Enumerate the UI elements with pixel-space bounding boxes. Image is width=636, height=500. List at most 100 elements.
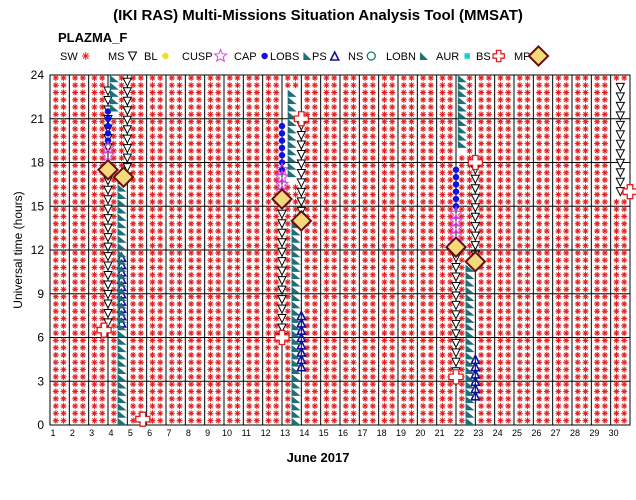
sw-mark bbox=[478, 74, 485, 81]
sw-mark bbox=[188, 264, 195, 271]
sw-mark bbox=[524, 395, 531, 402]
sw-mark bbox=[594, 286, 601, 293]
sw-mark bbox=[420, 417, 427, 424]
sw-mark bbox=[601, 96, 608, 103]
sw-mark bbox=[253, 242, 260, 249]
cap-mark bbox=[278, 137, 286, 144]
sw-mark bbox=[157, 220, 164, 227]
sw-mark bbox=[439, 373, 446, 380]
sw-mark bbox=[563, 330, 570, 337]
sw-mark bbox=[215, 198, 222, 205]
sw-mark bbox=[420, 330, 427, 337]
sw-mark bbox=[157, 249, 164, 256]
y-tick-label: 0 bbox=[37, 418, 44, 432]
sw-mark bbox=[188, 359, 195, 366]
sw-mark bbox=[118, 96, 125, 103]
sw-mark bbox=[60, 184, 67, 191]
sw-mark bbox=[497, 352, 504, 358]
sw-mark bbox=[130, 242, 137, 249]
sw-mark bbox=[516, 133, 523, 140]
sw-mark bbox=[516, 330, 523, 337]
sw-mark bbox=[563, 104, 570, 111]
sw-mark bbox=[601, 242, 608, 249]
sw-mark bbox=[176, 366, 183, 373]
sw-mark bbox=[99, 344, 106, 351]
sw-mark bbox=[60, 352, 67, 358]
sw-mark bbox=[176, 395, 183, 402]
x-axis-label: June 2017 bbox=[287, 450, 350, 465]
sw-mark bbox=[157, 96, 164, 103]
sw-mark bbox=[176, 111, 183, 118]
sw-mark bbox=[323, 308, 330, 315]
sw-mark bbox=[420, 82, 427, 89]
sw-mark bbox=[215, 330, 222, 337]
sw-mark bbox=[79, 104, 86, 111]
sw-mark bbox=[157, 417, 164, 424]
legend: SW MS BL CUSP CAP LOBS PS NS LOBN AUR BS MP bbox=[60, 44, 550, 68]
sw-mark bbox=[195, 279, 202, 286]
sw-mark bbox=[137, 125, 144, 132]
sw-mark bbox=[466, 89, 473, 96]
sw-mark bbox=[91, 395, 98, 402]
sw-mark bbox=[466, 74, 473, 81]
sw-mark bbox=[188, 89, 195, 96]
sw-mark bbox=[574, 198, 581, 205]
sw-mark bbox=[613, 286, 620, 293]
sw-mark bbox=[195, 133, 202, 140]
sw-mark bbox=[478, 308, 485, 315]
sw-mark bbox=[350, 286, 357, 293]
sw-mark bbox=[574, 125, 581, 132]
sw-mark bbox=[176, 213, 183, 220]
sw-mark bbox=[91, 162, 98, 169]
sw-mark bbox=[60, 111, 67, 118]
sw-mark bbox=[176, 417, 183, 424]
sw-mark bbox=[536, 308, 543, 315]
sw-mark bbox=[91, 388, 98, 395]
sw-mark bbox=[91, 279, 98, 286]
sw-mark bbox=[149, 366, 156, 373]
sw-mark bbox=[195, 366, 202, 373]
sw-mark bbox=[99, 395, 106, 402]
sw-mark bbox=[72, 104, 79, 111]
sw-mark bbox=[79, 330, 86, 337]
sw-mark bbox=[60, 228, 67, 235]
sw-mark bbox=[188, 286, 195, 293]
sw-mark bbox=[60, 395, 67, 402]
sw-mark bbox=[543, 111, 550, 118]
sw-mark bbox=[72, 235, 79, 242]
sw-mark bbox=[594, 89, 601, 96]
sw-mark bbox=[91, 293, 98, 300]
sw-mark bbox=[350, 352, 357, 358]
sw-mark bbox=[613, 264, 620, 271]
sw-mark bbox=[265, 264, 272, 271]
sw-mark bbox=[594, 177, 601, 183]
sw-mark bbox=[215, 308, 222, 315]
sw-mark bbox=[563, 417, 570, 424]
sw-mark bbox=[79, 228, 86, 235]
sw-mark bbox=[524, 177, 531, 183]
chart-title: (IKI RAS) Multi-Missions Situation Analy… bbox=[113, 7, 523, 24]
sw-mark bbox=[52, 228, 59, 235]
y-tick-label: 9 bbox=[37, 287, 44, 301]
sw-mark bbox=[485, 264, 492, 271]
sw-mark bbox=[99, 381, 106, 388]
sw-mark bbox=[207, 381, 214, 388]
sw-mark bbox=[582, 133, 589, 140]
sw-mark bbox=[110, 242, 117, 249]
sw-mark bbox=[601, 395, 608, 402]
sw-mark bbox=[408, 82, 415, 89]
sw-mark bbox=[91, 155, 98, 162]
sw-mark bbox=[72, 257, 79, 264]
sw-mark bbox=[497, 133, 504, 140]
sw-mark bbox=[574, 395, 581, 402]
sw-mark bbox=[408, 330, 415, 337]
sw-mark bbox=[555, 104, 562, 111]
sw-mark bbox=[137, 257, 144, 264]
sw-mark bbox=[478, 242, 485, 249]
sw-mark bbox=[613, 220, 620, 227]
y-tick-label: 3 bbox=[37, 374, 44, 388]
sw-mark bbox=[91, 308, 98, 315]
sw-mark bbox=[110, 228, 117, 235]
sw-mark bbox=[60, 264, 67, 271]
sw-mark bbox=[79, 147, 86, 154]
